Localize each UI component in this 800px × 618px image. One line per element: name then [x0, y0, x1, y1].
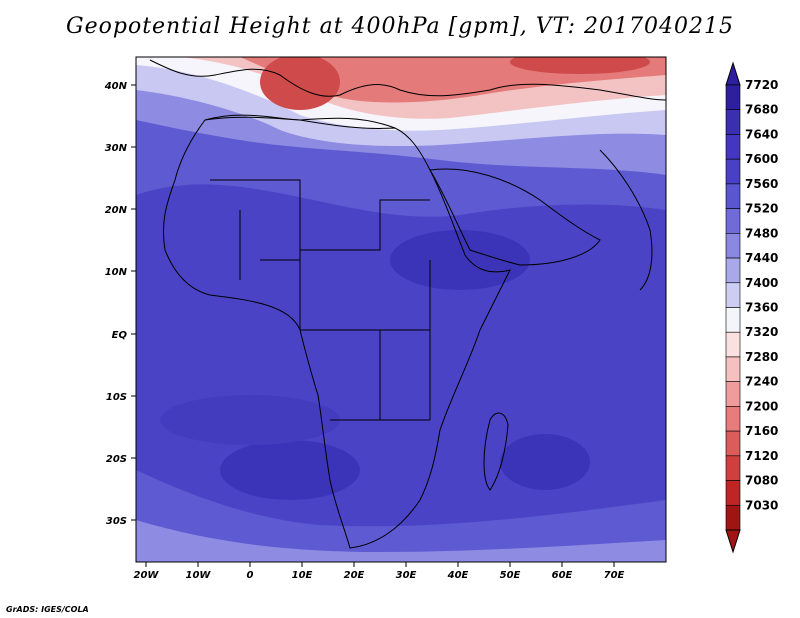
chart-title: Geopotential Height at 400hPa [gpm], VT:… — [66, 14, 734, 39]
y-tick-label: 40N — [104, 81, 128, 92]
colorbar-label: 7600 — [745, 152, 778, 166]
x-tick-label: 20E — [344, 570, 365, 581]
colorbar-swatch — [725, 84, 741, 111]
india-coastline — [599, 149, 653, 291]
map-frame — [135, 56, 667, 563]
colorbar-swatch — [725, 134, 741, 160]
y-axis: 40N 30N 20N 10N EQ 10S 20S 30S — [104, 81, 136, 527]
credit-text: GrADS: IGES/COLA — [6, 605, 89, 614]
madagascar-coastline — [483, 412, 509, 491]
y-tick-label: 30S — [106, 516, 127, 527]
x-tick-label: 10E — [292, 570, 313, 581]
colorbar-label: 7440 — [745, 251, 778, 265]
y-tick-label: 20S — [106, 454, 127, 465]
mediterranean-coast — [204, 116, 396, 129]
colorbar-bottom-arrow — [725, 529, 741, 554]
x-tick-label: 30E — [396, 570, 417, 581]
colorbar-swatch — [725, 307, 741, 333]
y-tick-label: 10N — [105, 267, 128, 278]
x-tick-label: 10W — [186, 570, 212, 581]
field-south-light-band — [136, 470, 666, 562]
colorbar-swatch — [725, 257, 741, 284]
coastlines — [149, 59, 666, 549]
colorbar-swatch — [725, 282, 741, 308]
field-deep-cell-central — [160, 395, 340, 445]
field-deep-cell-horn — [390, 230, 530, 290]
x-tick-label: 40E — [447, 570, 469, 581]
colorbar-swatch — [725, 381, 741, 407]
colorbar-label: 7560 — [745, 177, 778, 191]
x-axis: 20W 10W 0 10E 20E 30E 40E 50E 60E 70E — [134, 562, 625, 581]
colorbar-label: 7280 — [745, 350, 778, 364]
europe-coastline — [149, 59, 666, 101]
colorbar-swatch — [725, 356, 741, 382]
internal-borders — [210, 179, 431, 421]
colorbar-swatch — [725, 158, 741, 185]
africa-coastline — [162, 114, 511, 549]
colorbar-label: 7640 — [745, 127, 778, 141]
field-dark-red-cell-east — [510, 57, 650, 74]
field-dark-red-cell-west — [260, 57, 340, 110]
colorbar-label: 7400 — [745, 276, 778, 290]
colorbar-swatch — [725, 183, 741, 209]
field-south-pale-band — [136, 520, 666, 562]
colorbar-swatch — [725, 480, 741, 506]
colorbar-label: 7360 — [745, 301, 778, 315]
colorbar-label: 7320 — [745, 325, 778, 339]
x-tick-label: 70E — [604, 570, 625, 581]
x-tick-label: 20W — [134, 570, 160, 581]
colorbar-label: 7520 — [745, 202, 778, 216]
colorbar-label: 7160 — [745, 424, 778, 438]
colorbar-label: 7200 — [745, 399, 778, 413]
y-tick-label: 10S — [106, 392, 127, 403]
colorbar-label: 7030 — [745, 498, 778, 512]
arabia-coastline — [429, 168, 601, 266]
y-tick-label: 30N — [105, 143, 128, 154]
colorbar-swatch — [725, 109, 741, 135]
colorbar-swatch — [725, 455, 741, 481]
colorbar-swatch — [725, 331, 741, 358]
colorbar-swatch — [725, 504, 741, 531]
colorbar-swatch — [725, 208, 741, 234]
y-tick-label: 20N — [105, 205, 128, 216]
colorbar-swatch — [725, 233, 741, 259]
colorbar-label: 7680 — [745, 103, 778, 117]
colorbar: 7720 7680 7640 7600 7560 7520 7480 7440 7400 7360… — [725, 61, 778, 554]
colorbar-label: 7240 — [745, 375, 778, 389]
x-tick-label: 60E — [552, 570, 573, 581]
colorbar-swatch — [725, 406, 741, 432]
field-deep-cell-south-atl — [220, 440, 360, 500]
x-tick-label: 0 — [247, 570, 254, 581]
colorbar-label: 7720 — [745, 78, 778, 92]
colorbar-label: 7080 — [745, 474, 778, 488]
height-field — [136, 57, 666, 562]
colorbar-label: 7120 — [745, 449, 778, 463]
colorbar-label: 7480 — [745, 226, 778, 240]
x-tick-label: 50E — [500, 570, 521, 581]
field-deep-cell-indian — [500, 434, 590, 490]
colorbar-swatch — [725, 430, 741, 457]
y-tick-label: EQ — [112, 330, 128, 341]
colorbar-top-arrow — [725, 61, 741, 86]
